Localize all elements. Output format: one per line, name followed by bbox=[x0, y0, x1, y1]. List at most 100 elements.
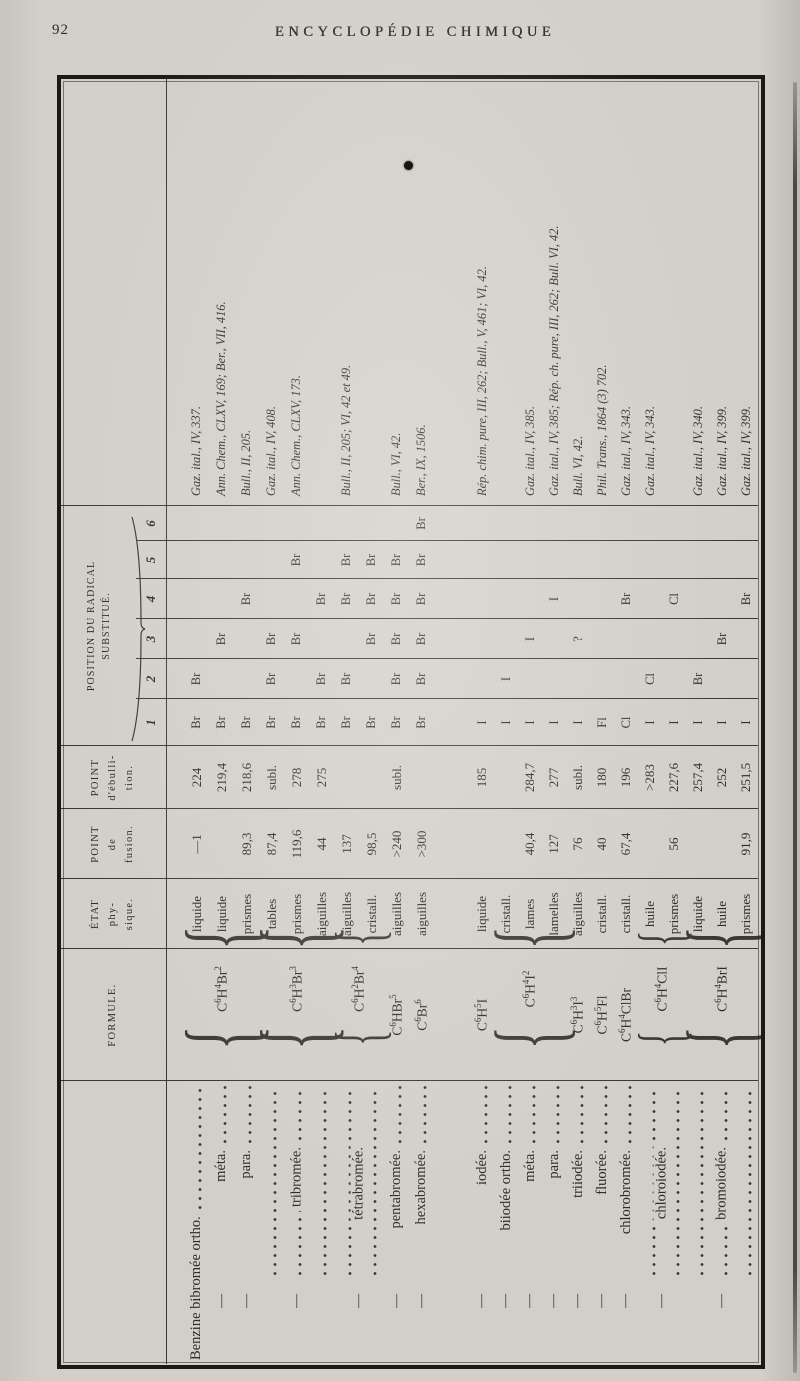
compound-name: hexabromée. bbox=[413, 1146, 430, 1229]
substituent-position-cell: Fl bbox=[594, 717, 609, 728]
compound-name-row: — méta. bbox=[518, 1081, 542, 1364]
substituent-position-cell: Cl bbox=[642, 673, 657, 685]
reference-cell: Gaz. ital., IV, 408. bbox=[264, 406, 278, 496]
compound-name-row: — tétrabromée. bbox=[334, 1081, 384, 1364]
dot-leader bbox=[272, 1086, 278, 1278]
substituent-position-cell: I bbox=[546, 720, 561, 725]
fusion-point-cell: 98,5 bbox=[363, 832, 379, 856]
chemical-formula: C6H3Br3 bbox=[287, 966, 305, 1012]
substituent-position-cell: Br bbox=[414, 553, 428, 567]
fusion-header-line: POINT bbox=[90, 825, 102, 863]
group-brace: { bbox=[165, 1025, 277, 1051]
physical-state-cell: cristall. bbox=[363, 894, 379, 934]
reference-cell: Gaz. ital., IV, 399. bbox=[714, 406, 729, 496]
ditto-dash: — bbox=[570, 1294, 585, 1308]
chemical-formula: C6H4ClI bbox=[653, 966, 670, 1012]
table-rule bbox=[136, 698, 758, 699]
dot-leader bbox=[746, 1086, 753, 1278]
physical-state-cell: aiguilles bbox=[413, 891, 429, 937]
ditto-dash: — bbox=[618, 1294, 633, 1308]
fusion-point-cell: 56 bbox=[666, 837, 681, 851]
substituent-position-cell: Br bbox=[414, 592, 428, 606]
reference-cell: Gaz. ital., IV, 343. bbox=[642, 406, 657, 496]
etat-header-line: sique. bbox=[123, 897, 135, 931]
reference-cell: Ann. Chem., CLXV, 173. bbox=[289, 375, 303, 496]
substituent-position-cell: I bbox=[642, 720, 657, 725]
substituent-position-cell: Br bbox=[189, 672, 203, 686]
compound-name-row: — chloroiodée. bbox=[638, 1081, 686, 1364]
fusion-point-cell: 44 bbox=[313, 837, 329, 851]
substituent-position-cell: I bbox=[714, 720, 729, 725]
reference-cell: Gaz. ital., IV, 337. bbox=[189, 406, 203, 496]
physical-state-cell: aiguilles bbox=[388, 891, 404, 937]
dot-leader bbox=[397, 1084, 403, 1146]
fusion-point-cell: 119,6 bbox=[288, 829, 304, 859]
substituent-position-cell: Br bbox=[289, 632, 303, 646]
ditto-dash: — bbox=[288, 1294, 304, 1308]
chemical-formula: C6H4BrI bbox=[713, 966, 730, 1012]
compound-name: bromoiodée. bbox=[713, 1143, 731, 1224]
boiling-point-cell: 275 bbox=[313, 767, 329, 788]
dot-leader bbox=[222, 1084, 228, 1146]
formula-group: C6H3I3 bbox=[566, 949, 590, 1081]
substituent-position-cell: I bbox=[522, 636, 537, 642]
leader-row bbox=[734, 1084, 758, 1364]
compound-name-row: — fluorée. bbox=[590, 1081, 614, 1364]
substituent-position-cell: I bbox=[738, 720, 753, 725]
substituent-position-cell: Br bbox=[314, 672, 328, 686]
substituent-position-cell: Br bbox=[314, 592, 328, 606]
formula-group: {C6H3Br3 bbox=[240, 949, 352, 1081]
ditto-dash: — bbox=[546, 1294, 561, 1308]
substituent-position-cell: Br bbox=[364, 592, 378, 606]
leader-row bbox=[309, 1084, 334, 1364]
boiling-point-cell: 284,7 bbox=[522, 762, 537, 793]
boiling-point-cell: 277 bbox=[546, 767, 561, 788]
ditto-dash: — bbox=[388, 1294, 404, 1308]
formula-group: C6H5Fl bbox=[590, 949, 614, 1081]
boiling-point-cell: 227,6 bbox=[666, 762, 681, 793]
physical-state-cell: cristall. bbox=[498, 894, 513, 934]
physical-state-cell: prismes bbox=[666, 893, 681, 935]
ebullition-header-line: POINT bbox=[90, 758, 102, 797]
fusion-point-cell: —1 bbox=[188, 834, 204, 854]
reference-cell: Gaz. ital., IV, 399. bbox=[738, 406, 753, 496]
boiling-point-cell: 180 bbox=[594, 767, 609, 788]
formula-group: {C6H4BrI bbox=[668, 949, 761, 1081]
compound-name-row: Benzine bibromée ortho. bbox=[184, 1081, 209, 1364]
substituent-position-cell: ? bbox=[570, 636, 585, 642]
physical-state-cell: aiguilles bbox=[313, 891, 329, 937]
fusion-point-cell: 127 bbox=[546, 834, 561, 854]
reference-cell: Rép. chim. pure, III, 262; Bull., V, 461… bbox=[474, 266, 489, 496]
dot-leader bbox=[554, 1084, 561, 1146]
physical-state-cell: cristall. bbox=[594, 894, 609, 934]
leader-row bbox=[359, 1084, 384, 1364]
substituent-position-cell: Br bbox=[414, 517, 428, 530]
ditto-dash: — bbox=[413, 1294, 429, 1308]
substituent-position-cell: Br bbox=[239, 592, 253, 606]
boiling-point-cell: 196 bbox=[618, 767, 633, 788]
boiling-point-cell: 278 bbox=[288, 767, 304, 788]
physical-state-cell: huile bbox=[642, 901, 657, 927]
compound-name: para. bbox=[238, 1146, 255, 1183]
boiling-point-cell: >283 bbox=[642, 764, 657, 791]
table-rule bbox=[136, 540, 758, 541]
dot-leader bbox=[578, 1084, 585, 1146]
fusion-point-cell: >300 bbox=[413, 830, 429, 858]
fusion-point-cell: >240 bbox=[388, 830, 404, 858]
chemical-formula: C6Br6 bbox=[412, 999, 430, 1031]
compound-name-row: — chlorobromée. bbox=[614, 1081, 638, 1364]
dot-leader bbox=[626, 1084, 633, 1146]
substituent-position-cell: Cl bbox=[618, 716, 633, 729]
leader-row bbox=[259, 1084, 284, 1364]
dot-leader bbox=[530, 1084, 537, 1146]
compound-name-row: — iodée. bbox=[470, 1081, 494, 1364]
compound-name-row: — tribromée. bbox=[259, 1081, 334, 1364]
reference-cell: Gaz. ital., IV, 343. bbox=[618, 406, 633, 496]
physical-state-cell: lamelles bbox=[546, 892, 561, 936]
dot-leader bbox=[322, 1086, 328, 1278]
ditto-dash: — bbox=[213, 1294, 229, 1308]
ditto-dash: — bbox=[351, 1294, 366, 1308]
formula-group: C6H4ClBr bbox=[614, 949, 638, 1081]
substituent-position-cell: I bbox=[474, 720, 489, 725]
substituent-position-cell: I bbox=[498, 676, 513, 682]
